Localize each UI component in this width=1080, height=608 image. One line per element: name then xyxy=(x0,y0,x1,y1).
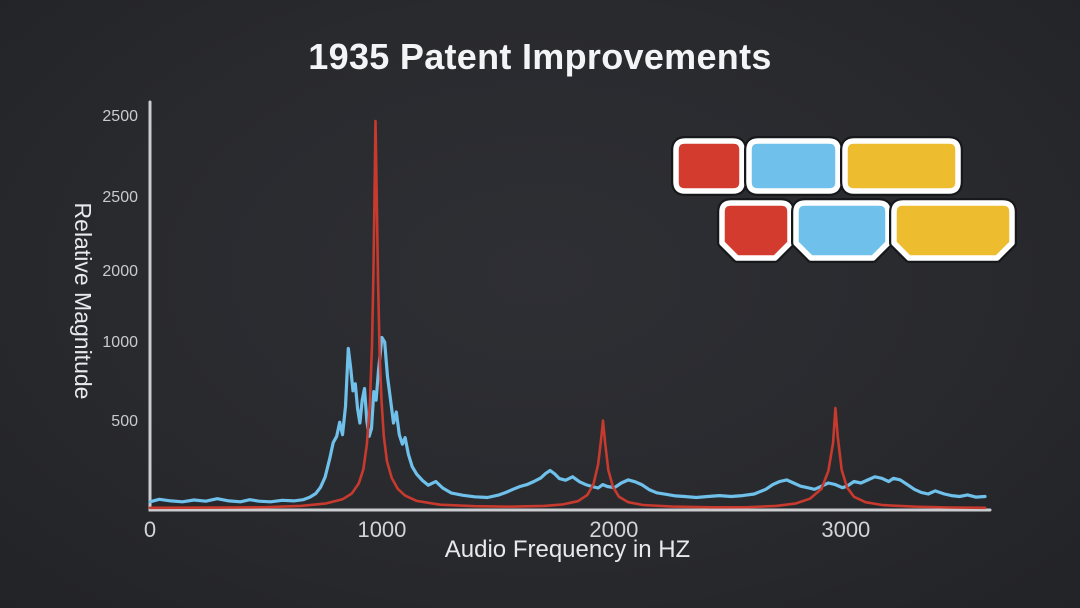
y-tick-label: 1000 xyxy=(102,334,138,351)
legend-block-blue xyxy=(793,200,891,261)
y-tick-label: 2500 xyxy=(102,108,138,125)
legend-block-yellow xyxy=(842,138,961,194)
legend-block-red xyxy=(673,138,745,194)
page-title: 1935 Patent Improvements xyxy=(308,36,772,77)
x-axis-label: Audio Frequency in HZ xyxy=(444,536,691,563)
y-tick-label: 2500 xyxy=(102,189,138,206)
x-tick-label: 2000 xyxy=(589,517,638,542)
y-tick-label: 500 xyxy=(111,413,138,430)
legend-block-red xyxy=(719,200,793,261)
blue-filter-response-line xyxy=(148,335,987,504)
axis-lines xyxy=(148,100,992,512)
y-tick-label: 2000 xyxy=(102,263,138,280)
legend-block-blue xyxy=(746,138,841,194)
x-tick-label: 0 xyxy=(144,517,156,542)
red-filter-response-line xyxy=(148,119,987,510)
x-tick-label: 3000 xyxy=(821,517,870,542)
legend-block-yellow xyxy=(891,200,1015,261)
x-tick-label: 1000 xyxy=(357,517,406,542)
